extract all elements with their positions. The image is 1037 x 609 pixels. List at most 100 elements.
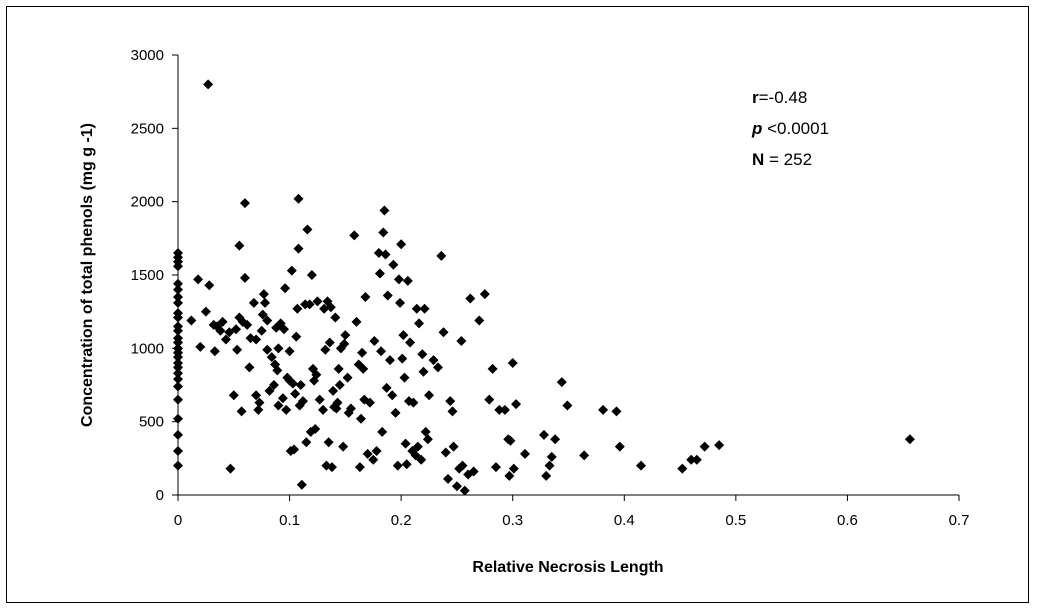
data-point [236,406,247,417]
data-point [412,441,423,452]
data-point [339,338,350,349]
data-point [173,413,183,424]
data-point [397,353,408,364]
data-point [225,463,236,474]
data-point [204,280,215,291]
data-point [200,306,211,317]
data-point [686,454,697,465]
data-point [314,394,325,405]
data-point [173,333,183,344]
data-point [384,355,395,366]
data-point [422,434,433,445]
x-tick-label: 0.3 [502,512,523,529]
data-point [714,440,725,451]
data-point [611,406,622,417]
data-point [173,321,183,332]
data-point [228,390,239,401]
data-point [251,334,262,345]
data-point [318,404,329,415]
data-point [428,355,439,366]
data-point [262,315,273,326]
data-point [330,312,341,323]
data-point [278,324,289,335]
data-point [287,378,298,389]
x-tick-label: 0.7 [949,512,970,529]
data-point [234,240,245,251]
stats-annotation: r=-0.48 p <0.0001 N = 252 [751,88,829,169]
data-point [562,400,573,411]
data-point [345,403,356,414]
data-point [401,459,412,470]
data-point [173,248,183,258]
data-point [419,303,430,314]
data-point [507,358,518,368]
data-point [244,362,255,373]
data-point [273,400,284,411]
data-point [418,366,429,377]
data-point [360,292,371,302]
data-point [253,404,264,415]
data-point [396,239,407,250]
data-point [579,450,590,461]
data-point [405,337,416,348]
data-point [289,444,300,455]
data-point [301,437,312,448]
data-point [258,289,269,300]
data-point [209,346,220,357]
x-tick-label: 0.5 [725,512,746,529]
data-point [451,481,462,492]
data-point [387,390,398,401]
data-point [242,319,253,330]
data-point [598,404,609,415]
data-point [296,479,307,490]
r-stat-label: r [752,88,759,107]
data-point [325,302,336,313]
data-point [443,473,454,484]
x-ticks: 0 0.1 0.2 0.3 0.4 0.5 0.6 0.7 [174,495,970,529]
data-point [393,274,404,285]
data-point [232,344,243,355]
data-point [400,438,411,449]
data-point [332,397,343,408]
data-point [369,336,380,346]
data-point [376,346,387,357]
y-tick-label: 1500 [131,267,164,284]
data-point [277,393,288,404]
data-point [310,424,321,434]
data-point [173,308,183,319]
data-point [677,463,688,474]
data-point [358,363,369,374]
data-point [388,259,399,270]
data-point [373,248,384,258]
data-point [374,268,385,279]
data-point [173,368,183,379]
data-point [193,274,204,285]
data-point [440,447,451,458]
data-point [272,365,283,376]
x-tick-label: 0.6 [837,512,858,529]
x-tick-label: 0.2 [391,512,412,529]
data-point [334,380,345,390]
data-point [173,292,183,302]
data-point [173,446,183,456]
data-point [468,466,479,477]
p-stat: p <0.0001 [751,119,829,138]
data-point [326,462,337,473]
y-tick-label: 3000 [131,47,164,64]
data-point [614,441,625,452]
axes [177,55,959,496]
data-point [395,297,406,308]
data-point [413,318,424,329]
data-point [173,460,183,471]
data-point [256,325,267,336]
y-axis-title: Concentration of total phenols (mg g -1) [79,123,96,427]
data-point [381,382,392,393]
data-point [355,413,366,424]
data-point [262,344,273,355]
data-point [378,227,389,238]
data-point [371,446,382,456]
data-point [541,470,552,481]
data-point [408,397,419,408]
data-point [268,380,279,390]
data-point [215,325,226,336]
